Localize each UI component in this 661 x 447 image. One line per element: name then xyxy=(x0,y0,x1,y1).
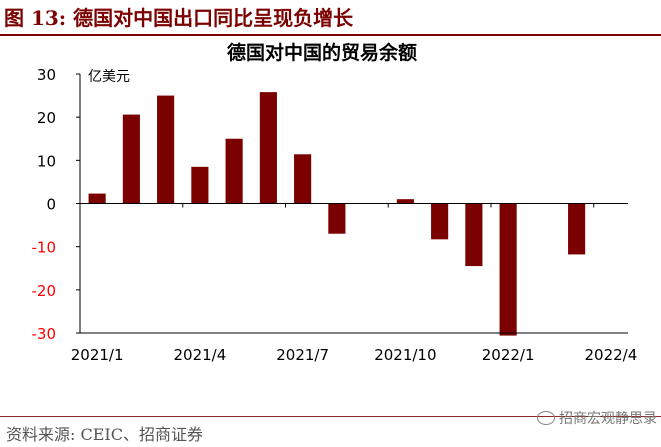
y-tick-label: 10 xyxy=(37,152,56,170)
figure-title: 图 13: 德国对中国出口同比呈现负增长 xyxy=(4,6,354,30)
title-underline xyxy=(0,34,661,36)
bars-group xyxy=(88,92,586,336)
y-tick-label: 30 xyxy=(37,66,56,84)
bar xyxy=(191,166,209,204)
watermark: 招商宏观静思录 xyxy=(537,408,657,428)
watermark-text: 招商宏观静思录 xyxy=(559,411,657,427)
bar xyxy=(396,199,414,204)
bar xyxy=(122,114,140,204)
bar xyxy=(465,203,483,267)
bar xyxy=(259,92,277,204)
chart-title: 德国对中国的贸易余额 xyxy=(227,41,417,64)
bar xyxy=(225,138,243,204)
x-axis: 2021/1 2021/4 2021/7 2021/10 2022/1 2022/4 xyxy=(71,203,637,364)
bar xyxy=(431,203,449,240)
bar xyxy=(499,203,517,336)
y-tick-label: -20 xyxy=(32,282,57,300)
wechat-icon xyxy=(537,411,555,425)
x-tick-label: 2021/7 xyxy=(276,346,329,364)
bar xyxy=(328,203,346,234)
x-tick-label: 2021/1 xyxy=(71,346,124,364)
footer-rule xyxy=(0,416,661,417)
x-tick-label: 2022/4 xyxy=(584,346,637,364)
y-axis-unit-label: 亿美元 xyxy=(88,69,130,85)
x-tick-label: 2022/1 xyxy=(482,346,535,364)
x-tick-label: 2021/10 xyxy=(374,346,436,364)
y-tick-label: 20 xyxy=(37,109,56,127)
y-tick-label: -30 xyxy=(32,325,57,343)
bar xyxy=(294,154,312,204)
source-note: 资料来源: CEIC、招商证券 xyxy=(6,425,203,444)
x-tick-label: 2021/4 xyxy=(173,346,226,364)
bar xyxy=(157,95,175,204)
y-axis: 30 20 10 0 -10 -20 -30 xyxy=(32,66,81,343)
bar xyxy=(568,203,586,255)
y-tick-label: -10 xyxy=(32,239,57,257)
y-tick-label: 0 xyxy=(46,196,56,214)
bar xyxy=(88,193,106,204)
